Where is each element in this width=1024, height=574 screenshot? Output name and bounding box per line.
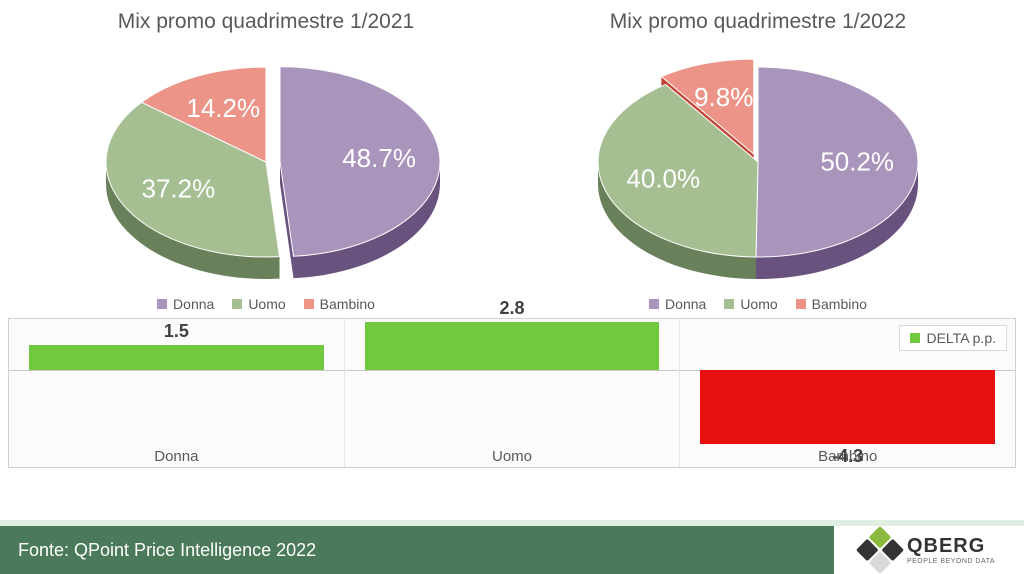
footer-logo: QBERG PEOPLE BEYOND DATA: [834, 520, 1024, 574]
slice-label: 37.2%: [142, 174, 216, 204]
delta-col: 1.5 Donna: [9, 319, 345, 467]
slice-label: 14.2%: [186, 93, 260, 123]
legend-item-uomo: Uomo: [724, 296, 777, 312]
pie-title: Mix promo quadrimestre 1/2021: [31, 10, 501, 34]
delta-col: 2.8Uomo: [345, 319, 681, 467]
delta-bar: [365, 322, 660, 370]
delta-value: 1.5: [9, 321, 344, 342]
delta-col: -4.3Bambino: [680, 319, 1015, 467]
pies-row: Mix promo quadrimestre 1/2021 48.7% 37.2%…: [0, 0, 1024, 312]
pie-chart: 50.2% 40.0% 9.8%: [523, 42, 993, 292]
swatch-icon: [232, 299, 242, 309]
logo-icon: [856, 526, 904, 574]
pie-chart: 48.7% 37.2% 14.2%: [31, 42, 501, 292]
slice-label: 48.7%: [342, 143, 416, 173]
pie-2022: Mix promo quadrimestre 1/2022 50.2% 40.0%…: [523, 10, 993, 312]
legend-label: Uomo: [248, 296, 285, 312]
legend-label: Bambino: [812, 296, 867, 312]
delta-category: Bambino: [680, 448, 1015, 465]
delta-value: 2.8: [345, 298, 680, 319]
source-text: Fonte: QPoint Price Intelligence 2022: [18, 540, 316, 561]
delta-panel: DELTA p.p. 1.5Donna2.8Uomo-4.3Bambino: [8, 318, 1016, 468]
legend-item-donna: Donna: [157, 296, 214, 312]
legend-item-bambino: Bambino: [796, 296, 867, 312]
pie-2021: Mix promo quadrimestre 1/2021 48.7% 37.2%…: [31, 10, 501, 312]
swatch-icon: [796, 299, 806, 309]
delta-bar: [29, 345, 324, 371]
slice-label: 50.2%: [820, 146, 894, 176]
legend-item-uomo: Uomo: [232, 296, 285, 312]
legend-label: Uomo: [740, 296, 777, 312]
slice-label: 9.8%: [694, 82, 753, 112]
logo-text: QBERG PEOPLE BEYOND DATA: [907, 535, 995, 565]
swatch-icon: [724, 299, 734, 309]
swatch-icon: [304, 299, 314, 309]
delta-bar: [700, 370, 995, 443]
footer: Fonte: QPoint Price Intelligence 2022 QB…: [0, 520, 1024, 574]
brand-name: QBERG: [907, 535, 995, 558]
swatch-icon: [157, 299, 167, 309]
slice-label: 40.0%: [626, 163, 700, 193]
delta-category: Uomo: [345, 448, 680, 465]
pie-title: Mix promo quadrimestre 1/2022: [523, 10, 993, 34]
delta-category: Donna: [9, 448, 344, 465]
footer-source: Fonte: QPoint Price Intelligence 2022: [0, 520, 834, 574]
brand-tagline: PEOPLE BEYOND DATA: [907, 558, 995, 565]
legend-label: Donna: [173, 296, 214, 312]
